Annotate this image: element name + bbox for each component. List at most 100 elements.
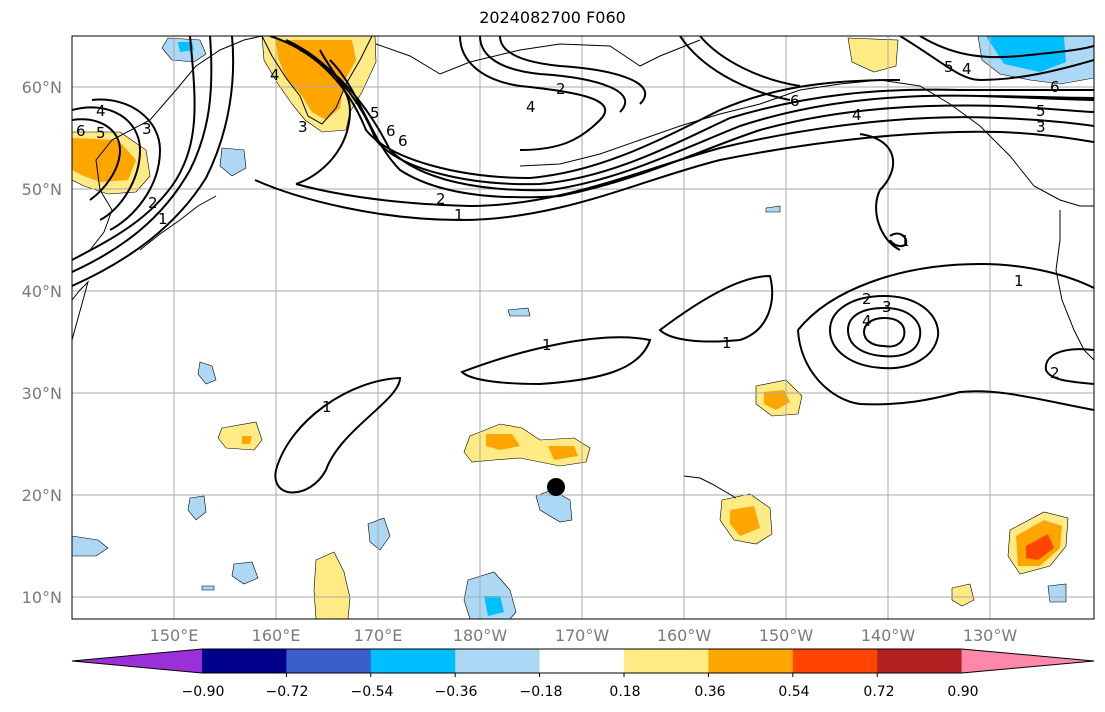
contour-ne-3 [979, 95, 1094, 99]
contour-west-2 [72, 36, 213, 273]
contour-label: 5 [96, 124, 106, 142]
colorbar-extend-min [72, 649, 202, 673]
positive-anomaly-small-east [951, 583, 975, 607]
colorbar-segment [455, 649, 541, 673]
colorbar-tick-label: 0.18 [609, 684, 641, 700]
lon-label: 170°E [353, 626, 403, 645]
positive-anomaly-kamchatka-core [276, 40, 356, 120]
contour-label: 3 [142, 120, 152, 138]
negative-anomaly-tiny-2 [765, 205, 781, 213]
contour-central-1 [274, 376, 402, 494]
shaded-anomalies [72, 36, 1094, 619]
contour-alaska-loop-1 [459, 36, 607, 151]
coastline-aleutians [519, 79, 1094, 207]
contour-label: 4 [852, 106, 862, 124]
contour-ne-1 [899, 36, 1094, 82]
lon-label: 160°W [656, 626, 712, 645]
contour-west-5 [72, 106, 142, 221]
contour-label: 6 [76, 122, 86, 140]
contour-small-loop [889, 232, 908, 248]
contour-label: 1 [722, 334, 732, 352]
colorbar-outline [71, 648, 1095, 674]
contour-labels: 6 4 5 3 2 4 3 2 4 5 6 2 1 6 4 5 3 5 6 4 … [76, 58, 1060, 416]
colorbar-segment [708, 649, 794, 673]
negative-anomaly-south-1 [463, 571, 517, 619]
lat-label: 50°N [21, 180, 62, 199]
contour-label: 3 [298, 118, 308, 136]
positive-anomaly-small-1 [217, 421, 263, 451]
contour-label: 1 [454, 206, 464, 224]
lon-label: 150°E [149, 626, 199, 645]
contour-label: 6 [790, 92, 800, 110]
contour-ne-4 [699, 36, 801, 87]
colorbar-tick-label: 0.90 [947, 684, 979, 700]
contour-label: 1 [900, 232, 910, 250]
storm-position-dot [547, 478, 565, 496]
contour-label: 2 [862, 290, 872, 308]
colorbar-tick-label: −0.90 [181, 684, 225, 700]
contour-label: 6 [386, 122, 396, 140]
colorbar-tick-label: 0.36 [694, 684, 726, 700]
map-frame [71, 35, 1095, 620]
contour-label: 3 [1036, 118, 1046, 136]
colorbar-tick-label: −0.72 [265, 684, 309, 700]
colorbar-segment [539, 649, 625, 673]
lat-label: 10°N [21, 588, 62, 607]
contour-label: 3 [882, 298, 892, 316]
negative-anomaly-small-5 [201, 585, 215, 591]
negative-anomaly-north-2 [219, 147, 247, 177]
contour-label: 6 [1050, 78, 1060, 96]
contour-north-1 [254, 130, 1094, 222]
negative-anomaly-small-6 [367, 517, 391, 551]
colorbar-segment [624, 649, 709, 673]
coastline-hawaii [683, 475, 737, 499]
contour-gulf-loop [859, 133, 901, 251]
colorbar-segment [877, 649, 963, 673]
lat-label: 20°N [21, 486, 62, 505]
coastline-kurils [139, 195, 217, 251]
contour-north-2 [295, 49, 1094, 208]
lat-label: 60°N [21, 78, 62, 97]
contour-west-4 [91, 98, 162, 231]
contour-west-3 [72, 36, 235, 287]
contour-label: 6 [398, 132, 408, 150]
contour-west-6 [72, 118, 122, 201]
coastline-asia [72, 36, 263, 261]
negative-anomaly-small-3 [72, 535, 109, 557]
contour-label: 4 [526, 98, 536, 116]
contour-east-1 [797, 262, 1094, 411]
lon-label: 140°W [860, 626, 916, 645]
contour-low-2 [846, 306, 922, 358]
coastline-kamchatka [261, 36, 373, 125]
negative-anomaly-small-east [1047, 583, 1067, 603]
contour-label: 4 [862, 312, 872, 330]
contour-label: 1 [322, 398, 332, 416]
colorbar-segment [202, 649, 287, 673]
colorbar-segment [792, 649, 878, 673]
contour-alaska-loop-3 [499, 36, 647, 105]
contour-ne-5 [679, 36, 791, 101]
contour-ne-2 [919, 36, 1094, 59]
contour-low-3 [862, 316, 906, 348]
contour-north-5 [285, 39, 1094, 186]
positive-anomaly-alaska [847, 37, 899, 73]
contour-label: 2 [556, 80, 566, 98]
contour-label: 5 [370, 104, 380, 122]
coastlines [72, 36, 1094, 499]
contour-central-3 [658, 274, 774, 343]
contour-label: 2 [1050, 364, 1060, 382]
colorbar [71, 648, 1095, 677]
contour-label: 1 [542, 336, 552, 354]
contour-west-1 [72, 36, 196, 261]
colorbar-tick-label: −0.36 [434, 684, 478, 700]
coastline-japan [72, 280, 89, 341]
contour-low-1 [828, 294, 940, 370]
map-title: 2024082700 F060 [479, 8, 626, 27]
contour-east-2 [1044, 348, 1094, 385]
contour-central-2 [460, 336, 652, 386]
contour-north-3 [329, 59, 1094, 199]
contour-north-6 [269, 36, 901, 180]
lon-label: 180°W [452, 626, 508, 645]
contour-label: 1 [1014, 272, 1024, 290]
